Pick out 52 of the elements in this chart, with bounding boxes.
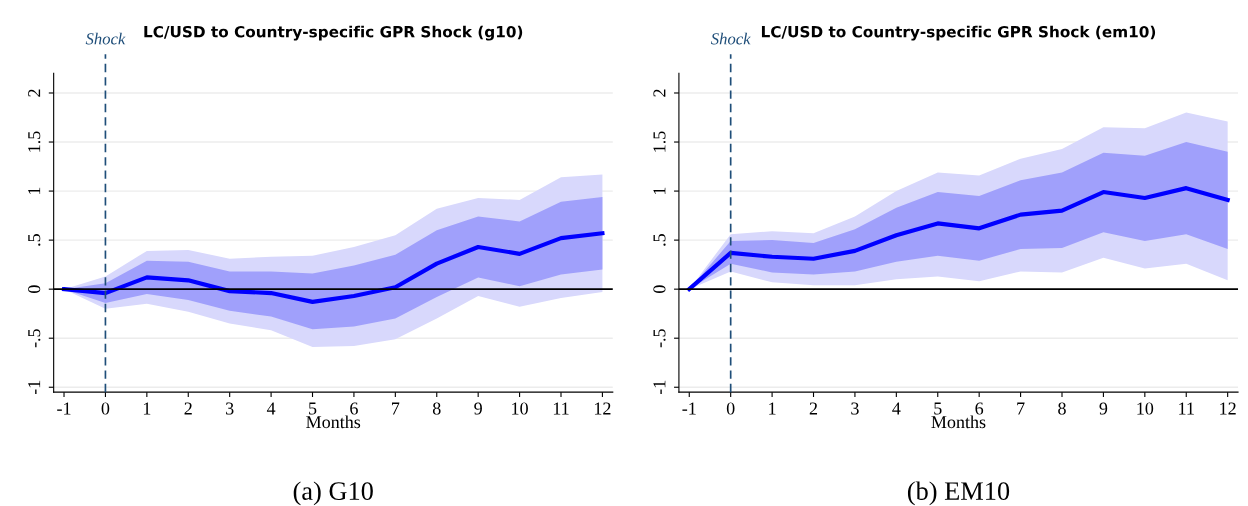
x-tick-label: 1 <box>143 402 151 415</box>
x-tick-label: 0 <box>101 402 110 415</box>
x-tick-label: 7 <box>392 402 400 415</box>
x-tick-label: 0 <box>726 402 735 415</box>
x-axis-title: Months <box>306 415 361 429</box>
x-tick-label: 12 <box>594 402 611 415</box>
x-tick-label: 6 <box>975 402 984 415</box>
x-tick-label: 8 <box>432 402 441 415</box>
line-series <box>61 231 605 304</box>
x-tick-label: 10 <box>512 402 528 415</box>
x-tick-label: 2 <box>809 402 818 415</box>
x-tick-label: 10 <box>1137 402 1154 415</box>
y-tick-label: .5 <box>28 234 41 246</box>
y-tick-label: 1.5 <box>653 131 666 152</box>
text: (a) G10 <box>293 481 373 506</box>
y-tick-label: -.5 <box>28 329 41 348</box>
x-tick-label: 11 <box>553 402 569 415</box>
chart-title: LC/USD to Country-specific GPR Shock (g10) <box>144 25 523 41</box>
line-series <box>687 186 1230 292</box>
x-tick-label: 4 <box>892 402 901 415</box>
chart-title: LC/USD to Country-specific GPR Shock (em10) <box>761 25 1156 41</box>
x-tick-label: 3 <box>226 402 234 415</box>
y-tick-label: .5 <box>653 234 666 246</box>
x-tick-label: 3 <box>851 402 859 415</box>
y-tick-label: -.5 <box>653 329 666 348</box>
y-tick-label: 1 <box>653 187 666 194</box>
y-tick-label: 1.5 <box>28 131 41 152</box>
x-tick-label: 9 <box>474 402 482 415</box>
y-tick-label: 2 <box>28 89 41 97</box>
x-tick-label: 5 <box>934 402 942 415</box>
y-tick-label: 0 <box>653 285 666 293</box>
y-tick-label: 1 <box>28 187 41 194</box>
text: (b) EM10 <box>907 481 1010 506</box>
x-tick-label: 8 <box>1058 402 1066 415</box>
x-tick-label: 6 <box>350 402 358 415</box>
x-tick-label: 12 <box>1220 402 1236 415</box>
x-tick-label: 4 <box>266 402 276 415</box>
ref-line-label: Shock <box>85 32 126 45</box>
x-tick-label: 7 <box>1017 402 1025 415</box>
y-tick-label: -1 <box>653 380 666 395</box>
x-tick-label: 9 <box>1099 402 1108 415</box>
y-tick-label: -1 <box>28 380 41 395</box>
ref-line-label: Shock <box>710 32 751 45</box>
x-axis-title: Months <box>931 415 986 429</box>
x-tick-label: -1 <box>682 402 696 415</box>
x-tick-label: 5 <box>309 402 317 415</box>
y-tick-label: 2 <box>653 89 666 97</box>
y-tick-label: 0 <box>28 285 41 293</box>
x-tick-label: 11 <box>1179 402 1194 415</box>
x-tick-label: 2 <box>184 402 192 415</box>
x-tick-label: 1 <box>769 402 776 415</box>
x-tick-label: -1 <box>57 402 71 415</box>
